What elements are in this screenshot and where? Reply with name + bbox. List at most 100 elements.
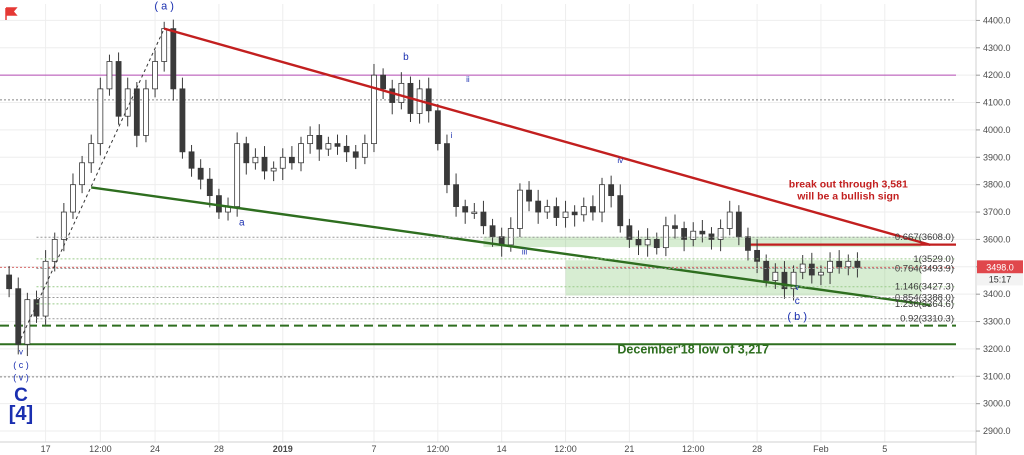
price-tick-label: 4200.0 [983,70,1011,80]
wave-label: C [14,385,28,406]
candle-up [70,184,76,213]
time-tick-label: 5 [882,444,887,454]
wave-label: b [403,52,409,63]
candle-up [772,271,779,281]
candle-down [352,151,359,158]
wave-label: ( v ) [13,372,29,382]
time-tick-label: 21 [624,444,634,454]
current-price-label: 3498.0 [986,262,1014,272]
candle-down [444,143,450,186]
price-tick-label: 4400.0 [983,15,1011,25]
fib-label: 0.667(3608.0) [895,232,954,243]
candle-up [270,167,277,172]
candle-down [653,239,660,249]
candle-down [288,156,295,164]
candle-up [845,260,852,268]
countdown-tag [977,273,1023,286]
price-tick-label: 3600.0 [983,234,1011,244]
price-axis[interactable]: 4400.0 4300.0 4200.0 4100.0 4000.0 3900.0 3800… [975,0,1023,455]
wave-label: ( a ) [154,0,174,12]
candle-down [735,211,742,238]
time-tick-label: 2019 [273,444,293,454]
trendlines [17,27,931,345]
time-tick-label: 12:00 [427,444,450,454]
wave-label: c [795,296,800,307]
wave-label: v [795,283,799,292]
candle-down [480,211,487,227]
time-tick-label: 12:00 [89,444,112,454]
time-tick-label: 28 [752,444,762,454]
candle-down [15,288,22,345]
price-tick-label: 3000.0 [983,399,1011,409]
candle-down [434,110,441,145]
grid [0,4,976,442]
candle-up [507,228,514,246]
candle-down [316,134,323,150]
fib-label: 1.146(3427.3) [895,282,954,293]
candle-up [818,271,824,276]
price-tick-label: 3100.0 [983,371,1011,381]
candle-down [453,184,459,207]
candle-up [106,61,113,90]
current-price-tag [977,260,1023,274]
candle-down [781,271,788,290]
candle-up [690,230,697,240]
candle-up [644,239,651,246]
price-tick-label: 3900.0 [983,152,1011,162]
time-axis[interactable]: 17 12:00 24 28 2019 7 12:00 14 12:00 21 12:00 28 Feb… [0,441,976,454]
price-tick-label: 3400.0 [983,289,1011,299]
price-tick-label: 4100.0 [983,98,1011,108]
candle-down [133,88,140,136]
candle-down [188,151,195,169]
wave-label: v [19,347,23,356]
annotation: December'18 low of 3,217 [617,343,769,357]
candle-up [517,189,523,229]
time-tick-label: 28 [214,444,224,454]
price-tick-label: 3300.0 [983,317,1011,327]
candle-up [544,206,551,213]
candle-up [562,211,569,218]
candle-down [708,233,715,240]
candle-down [745,236,751,251]
wave-label: ( b ) [787,311,807,323]
time-tick-label: 12:00 [554,444,577,454]
fib-label: 1(3529.0) [913,254,954,265]
candle-up [325,143,332,150]
flag-icon[interactable] [5,7,18,20]
candle-up [662,225,669,249]
candle-up [79,162,86,186]
time-tick-label: 7 [371,444,376,454]
candles [6,19,861,357]
candle-down [608,184,615,197]
price-tick-label: 3700.0 [983,207,1011,217]
price-tick-label: 3200.0 [983,344,1011,354]
candle-down [836,260,843,268]
candle-down [334,143,341,147]
candle-down [617,195,624,227]
candle-up [298,143,304,164]
candle-up [124,88,131,117]
time-tick-label: Feb [813,444,829,454]
candle-up [42,260,49,317]
candle-down [635,239,642,246]
candle-down [462,206,469,213]
candle-down [243,143,250,164]
candle-up [279,156,286,169]
candle-down [681,228,688,240]
candle-up [717,228,724,240]
candle-up [471,211,478,214]
candle-up [790,271,797,290]
candle-up [152,61,158,90]
red-upper-trendline [163,27,931,247]
candle-up [97,88,104,145]
candle-up [51,239,58,262]
candle-up [234,143,241,207]
candle-down [115,61,122,117]
wave-label: iii [522,247,528,256]
candle-up [580,206,587,216]
wave-label: [4] [9,403,33,425]
wave-label: ii [466,75,470,84]
candle-down [206,178,213,197]
